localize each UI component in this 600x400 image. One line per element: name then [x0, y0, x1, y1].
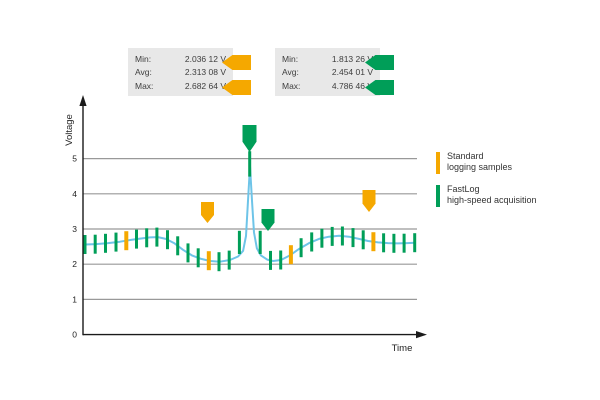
y-axis-arrowhead-icon [79, 95, 87, 106]
fastlog-sample-swatch [436, 185, 440, 207]
legend-label-fastlog: FastLog high-speed acquisition [447, 184, 537, 206]
y-tick-label: 2 [72, 259, 77, 269]
x-axis-arrowhead-icon [416, 331, 427, 339]
legend-label-standard: Standard logging samples [447, 151, 512, 173]
fastlog-stats-arrow-left-icon [365, 55, 394, 70]
stats-row-max: Max: 2.682 64 V [135, 79, 226, 93]
fastlog-peak-pointer-icon [242, 125, 257, 152]
y-tick-label: 4 [72, 189, 77, 199]
stat-label: Max: [282, 80, 301, 91]
y-tick-label: 1 [72, 294, 77, 304]
legend-title: Standard [447, 151, 484, 161]
standard-sample-pointer-right-icon [362, 190, 376, 212]
stat-label: Max: [135, 80, 154, 91]
stat-label: Avg: [135, 67, 152, 78]
legend-title: FastLog [447, 184, 480, 194]
fastlog-stats-box: Min: 1.813 26 V Avg: 2.454 01 V Max: 4.7… [275, 48, 380, 96]
stat-label: Min: [135, 53, 152, 64]
stat-value: 2.682 64 V [184, 80, 226, 91]
stats-row-min: Min: 2.036 12 V [135, 52, 226, 66]
fastlog-sample-pointer-icon [261, 209, 275, 231]
legend-subtitle: logging samples [447, 162, 513, 172]
y-tick-label: 3 [72, 224, 77, 234]
y-tick-label: 5 [72, 154, 77, 164]
legend-item-fastlog: FastLog high-speed acquisition [436, 184, 537, 207]
stats-row-avg: Avg: 2.454 01 V [282, 66, 373, 80]
stat-value: 2.313 08 V [184, 67, 226, 78]
stats-row-max: Max: 4.786 46 V [282, 79, 373, 93]
legend-subtitle: high-speed acquisition [447, 195, 537, 205]
stat-value: 2.454 01 V [331, 67, 373, 78]
legend-item-standard: Standard logging samples [436, 151, 512, 174]
stat-label: Avg: [282, 67, 299, 78]
stats-row-min: Min: 1.813 26 V [282, 52, 373, 66]
standard-sample-pointer-left-icon [201, 202, 214, 223]
waveform-curve [84, 165, 416, 263]
stat-label: Min: [282, 53, 299, 64]
stat-value: 1.813 26 V [331, 53, 373, 64]
stat-value: 4.786 46 V [331, 80, 373, 91]
x-axis-title: Time [392, 343, 413, 354]
standard-sample-swatch [436, 152, 440, 174]
y-tick-label: 0 [72, 330, 77, 340]
y-axis-title: Voltage [64, 114, 75, 146]
stats-row-avg: Avg: 2.313 08 V [135, 66, 226, 80]
stat-value: 2.036 12 V [184, 53, 226, 64]
standard-stats-arrow-left-icon [222, 80, 251, 95]
fastlog-stats-arrow-left-icon [365, 80, 394, 95]
standard-stats-arrow-left-icon [222, 55, 251, 70]
standard-logging-stats-box: Min: 2.036 12 V Avg: 2.313 08 V Max: 2.6… [128, 48, 233, 96]
